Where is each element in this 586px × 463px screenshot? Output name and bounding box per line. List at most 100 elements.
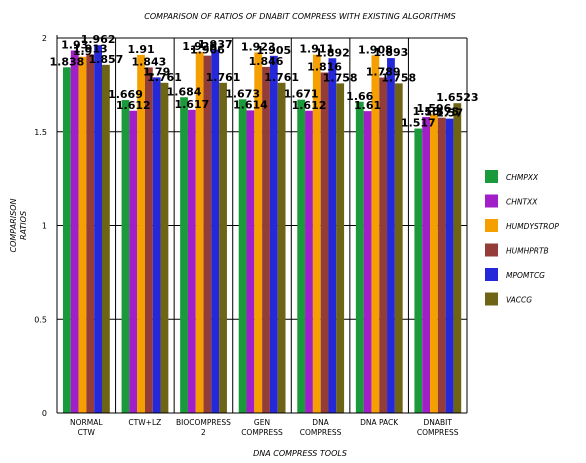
bar-humhprtb-4 — [320, 72, 329, 413]
bar-chmpxx-4 — [297, 99, 306, 413]
legend-swatch-chntxx — [485, 194, 498, 208]
bar-vaccg-3 — [277, 82, 286, 413]
bar-vaccg-1 — [160, 82, 169, 413]
data-label: 1.673 — [225, 87, 260, 100]
y-tick-label: 1.5 — [34, 128, 47, 137]
data-label: 1.617 — [174, 98, 209, 111]
bar-chntxx-5 — [363, 111, 372, 413]
data-label: 1.612 — [116, 99, 151, 112]
data-label: 1.926 — [182, 40, 217, 53]
legend: CHMPXX CHNTXX HUMDYSTROP HUMHPRTB MPOMTCG VAC… — [485, 170, 559, 306]
data-label: 1.838 — [50, 55, 85, 68]
legend-label: CHNTXX — [506, 198, 538, 207]
data-label: 1.911 — [299, 43, 334, 56]
data-label: 1.892 — [315, 46, 350, 59]
data-label: 1.905 — [256, 44, 291, 57]
bar-chntxx-3 — [246, 110, 255, 413]
data-label: 1.923 — [241, 40, 276, 53]
axes — [56, 35, 467, 414]
data-label: 1.9 — [73, 45, 93, 58]
bar-mpomtcg-1 — [152, 77, 161, 413]
x-category-label: NORMAL CTW — [70, 418, 103, 437]
data-label: 1.962 — [81, 33, 116, 46]
data-label: 1.761 — [147, 71, 182, 84]
x-category-label: CTW+LZ — [128, 418, 161, 427]
x-category-label: DNABIT COMPRESS — [417, 418, 459, 437]
legend-swatch-mpomtcg — [485, 268, 498, 281]
bar-mpomtcg-0 — [94, 45, 102, 413]
bar-vaccg-0 — [102, 64, 110, 413]
y-axis-label: COMPARISONRATIOS — [9, 199, 28, 253]
y-tick-label: 1 — [42, 222, 47, 231]
legend-label: VACCG — [506, 296, 532, 305]
bar-humhprtb-5 — [379, 77, 388, 413]
bar-chmpxx-2 — [180, 97, 188, 413]
bar-humdystrop-2 — [195, 51, 204, 413]
data-label: 1.758 — [381, 71, 416, 84]
data-label: 1.93 — [61, 39, 88, 52]
y-tick-label: 2 — [42, 34, 47, 43]
legend-swatch-humhprtb — [485, 243, 498, 257]
data-label: 1.937 — [198, 38, 233, 51]
y-tick-labels: 0 0.5 1 1.5 2 — [34, 34, 47, 418]
data-label: 1.684 — [167, 85, 202, 98]
data-label: 1.614 — [233, 98, 268, 111]
data-label: 1.6523 — [436, 91, 478, 104]
data-label: 1.671 — [284, 88, 319, 101]
data-label: 1.58 — [413, 105, 440, 118]
bar-chntxx-1 — [129, 110, 138, 413]
legend-swatch-humdystrop — [485, 219, 498, 232]
x-category-label: DNA COMPRESS — [300, 418, 342, 437]
x-category-label: GEN COMPRESS — [241, 418, 283, 437]
bar-humhprtb-0 — [86, 54, 95, 413]
bar-humdystrop-6 — [430, 113, 438, 413]
data-label: 1.91 — [128, 43, 155, 56]
data-label: 1.517 — [401, 117, 436, 130]
bar-humdystrop-3 — [254, 52, 263, 413]
data-label: 1.908 — [358, 43, 393, 56]
data-label: 1.79 — [143, 65, 170, 78]
y-tick-label: 0.5 — [34, 315, 47, 324]
bar-humdystrop-5 — [371, 55, 380, 413]
data-label: 1.913 — [73, 42, 108, 55]
bar-humhprtb-2 — [203, 55, 212, 413]
bar-mpomtcg-4 — [328, 58, 337, 413]
bar-chntxx-4 — [305, 110, 313, 413]
data-label: 1.843 — [131, 55, 166, 68]
bar-humhprtb-1 — [144, 67, 153, 413]
bar-humhprtb-6 — [437, 117, 446, 413]
y-axis-label-text: COMPARISONRATIOS — [9, 199, 28, 253]
bar-humdystrop-0 — [78, 56, 87, 413]
data-label: 1.893 — [374, 46, 409, 59]
bar-mpomtcg-2 — [211, 49, 220, 413]
data-label: 1.761 — [206, 71, 241, 84]
bar-humhprtb-3 — [262, 66, 270, 413]
data-label: 1.857 — [89, 53, 124, 66]
data-label: 1.906 — [190, 44, 225, 57]
bar-humdystrop-4 — [312, 54, 321, 413]
data-label: 1.669 — [108, 88, 143, 101]
bar-vaccg-6 — [453, 103, 462, 413]
y-tick-label: 0 — [42, 409, 47, 418]
bar-chmpxx-3 — [238, 99, 247, 413]
bar-vaccg-4 — [336, 83, 345, 413]
data-label: 1.758 — [323, 71, 358, 84]
bar-vaccg-2 — [219, 82, 227, 413]
data-label: 1.66 — [346, 90, 373, 103]
x-category-label: BIOCOMPRESS 2 — [176, 418, 231, 437]
legend-swatch-chmpxx — [485, 170, 498, 183]
bar-mpomtcg-5 — [387, 58, 395, 413]
bars — [63, 45, 462, 413]
bar-vaccg-5 — [394, 83, 403, 413]
data-label: 1.612 — [292, 99, 327, 112]
legend-label: MPOMTCG — [506, 271, 545, 280]
x-category-label: DNA PACK — [360, 418, 399, 427]
bar-chntxx-2 — [187, 109, 196, 413]
data-label: 1.575 — [424, 106, 459, 119]
bar-humdystrop-1 — [137, 54, 145, 413]
data-label: 1.596 — [417, 102, 452, 115]
x-category-labels: NORMAL CTW CTW+LZ BIOCOMPRESS 2 GEN COMPRESS DN… — [70, 418, 459, 437]
bar-chmpxx-1 — [121, 100, 130, 413]
